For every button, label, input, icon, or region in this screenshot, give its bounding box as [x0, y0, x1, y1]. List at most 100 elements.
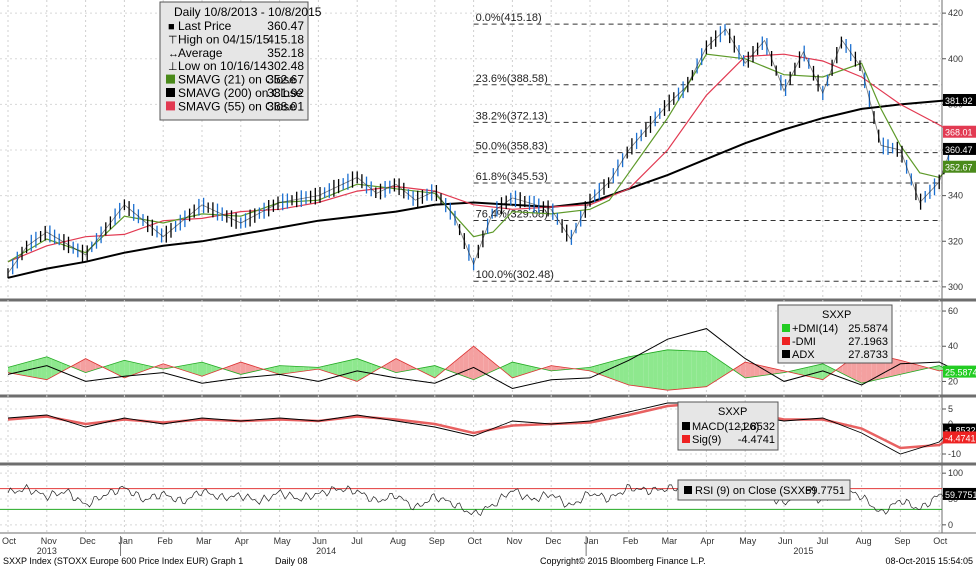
dmi-fill	[279, 365, 285, 375]
dmi-fill	[420, 367, 426, 374]
y-tick-label: 40	[948, 341, 958, 351]
macd-panel	[7, 401, 952, 455]
dmi-legend-swatch	[782, 350, 790, 358]
footer-instrument: SXXP Index (STOXX Europe 600 Price Index…	[3, 556, 243, 566]
dmi-fill	[750, 363, 755, 378]
legend-label: High on 04/15/15	[178, 32, 270, 46]
value-tag-bg	[943, 487, 976, 500]
x-tick-label: Sep	[429, 536, 445, 546]
dmi-fill	[274, 365, 280, 375]
dmi-fill	[691, 350, 697, 389]
dmi-fill	[381, 364, 387, 370]
rsi-legend-swatch	[684, 486, 692, 494]
y-tick-label: 400	[948, 54, 963, 64]
x-tick-label: Mar	[196, 536, 212, 546]
dmi-fill	[551, 365, 557, 371]
legend-value: 368.01	[267, 99, 304, 113]
x-tick-label: Jul	[351, 536, 363, 546]
dmi-fill	[594, 364, 600, 375]
macd-legend-label: Sig(9)	[692, 434, 721, 446]
y-tick-label: 0	[948, 520, 953, 530]
legend-label: Last Price	[178, 19, 232, 33]
dmi-fill	[847, 358, 852, 379]
dmi-fill	[323, 365, 329, 373]
dmi-legend-label: +DMI(14)	[792, 323, 838, 335]
dmi-fill	[459, 354, 464, 377]
dmi-fill	[294, 366, 299, 373]
y-tick-label: -10	[948, 449, 961, 459]
value-tag-text: 381.92	[945, 96, 973, 106]
fib-level-label: 76.4%(329.08)	[476, 209, 548, 221]
y-tick-label: 300	[948, 282, 963, 292]
dmi-fill	[798, 368, 804, 376]
dmi-fill	[754, 364, 760, 377]
value-tag-text: 360.47	[945, 145, 973, 155]
x-tick-label: Oct	[2, 536, 17, 546]
fib-level-label: 23.6%(388.58)	[476, 73, 548, 85]
dmi-fill	[842, 362, 848, 376]
dmi-fill	[502, 364, 508, 374]
dmi-fill	[638, 354, 644, 387]
dmi-fill	[619, 358, 624, 384]
dmi-fill	[187, 363, 193, 374]
legend-value: 352.18	[267, 46, 304, 60]
dmi-fill	[211, 365, 217, 373]
dmi-panel	[7, 328, 952, 391]
legend-glyph: ■	[168, 21, 175, 33]
dmi-fill	[85, 358, 91, 373]
x-tick-label: May	[739, 536, 757, 546]
dmi-fill	[677, 350, 683, 390]
dmi-fill	[46, 356, 52, 380]
fibonacci-levels: 0.0%(415.18) 23.6%(388.58) 38.2%(372.13) 50…	[473, 12, 942, 282]
fib-level-label: 0.0%(415.18)	[476, 12, 542, 24]
dmi-fill	[526, 365, 532, 374]
dmi-fill	[129, 361, 135, 377]
sma200-line	[7, 99, 951, 279]
dmi-fill	[134, 362, 139, 375]
dmi-fill	[454, 358, 460, 375]
dmi-fill	[231, 363, 236, 373]
x-tick-label: Aug	[856, 536, 872, 546]
dmi-fill	[51, 358, 57, 378]
x-tick-label: Jan	[584, 536, 599, 546]
dmi-fill	[706, 351, 712, 387]
dmi-fill	[396, 358, 401, 373]
minus-dmi-line	[7, 345, 951, 391]
dmi-fill	[429, 365, 435, 378]
x-tick-label: Jan	[118, 536, 133, 546]
rsi-legend-value: 59.7751	[805, 485, 845, 497]
legend-glyph: ⊤	[168, 34, 178, 46]
x-tick-label: Feb	[157, 536, 173, 546]
dmi-fill	[337, 361, 343, 377]
x-tick-label: Sep	[894, 536, 910, 546]
value-tag-text: 368.01	[945, 128, 973, 138]
legend-swatch	[166, 101, 175, 111]
dmi-legend-value: 25.5874	[848, 323, 888, 335]
dmi-fill	[197, 362, 202, 377]
dmi-fill	[400, 360, 406, 372]
legend-glyph: ⊥	[168, 61, 178, 73]
legend-label: SMAVG (200) on Close	[178, 86, 303, 100]
value-tag-bg	[943, 142, 976, 155]
dmi-fill	[366, 362, 372, 376]
gridlines	[0, 0, 942, 533]
dmi-legend: SXXP +DMI(14) 25.5874 -DMI 27.1963 ADX 27.873…	[777, 304, 893, 364]
dmi-fill	[138, 363, 144, 373]
footer-copyright: Copyright© 2015 Bloomberg Finance L.P.	[540, 556, 706, 566]
dmi-fill	[202, 362, 207, 377]
dmi-fill	[449, 362, 455, 373]
legend-swatch	[166, 88, 175, 97]
dmi-fill	[17, 363, 23, 376]
fib-level-label: 38.2%(372.13)	[476, 110, 548, 122]
fib-level-label: 50.0%(358.83)	[476, 141, 548, 153]
dmi-fill	[332, 362, 338, 376]
y-tick-label: 5	[948, 404, 953, 414]
legend-glyph: ↔	[168, 48, 179, 60]
dmi-fill	[347, 359, 353, 380]
x-year-label: 2013	[37, 546, 57, 556]
rsi-legend-label: RSI (9) on Close (SXXP)	[695, 485, 816, 497]
macd-legend-value: -4.4741	[738, 434, 775, 446]
dmi-fill	[512, 362, 518, 378]
price-legend: Daily 10/8/2013 - 10/8/2015 ■ Last Price 3…	[159, 1, 322, 121]
macd-legend-value: -1.8532	[738, 421, 775, 433]
